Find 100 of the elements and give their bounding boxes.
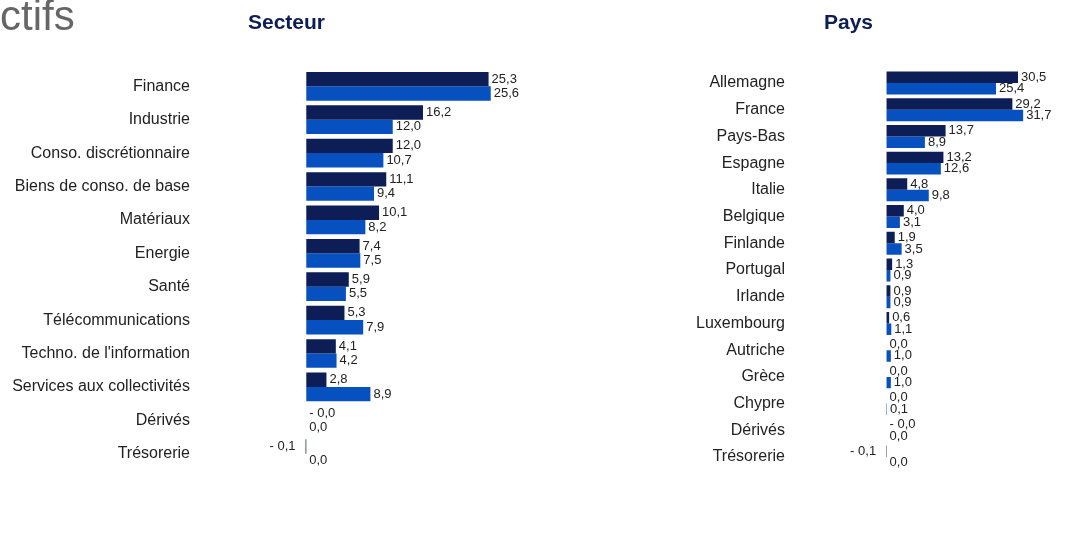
y-tick-label: Biens de conso. de base <box>14 176 191 194</box>
bar <box>886 178 908 190</box>
y-tick-label: Finlande <box>723 233 786 251</box>
bar <box>886 136 925 148</box>
bar <box>306 105 424 120</box>
data-label: 0,0 <box>889 362 908 378</box>
bar <box>886 350 891 362</box>
data-label: 0,0 <box>889 454 908 470</box>
data-label: 8,9 <box>373 385 392 401</box>
bar <box>306 372 327 387</box>
y-tick-label: Portugal <box>725 260 785 278</box>
chart-title: Secteur <box>248 10 326 34</box>
data-label: - 0,0 <box>889 416 916 432</box>
bar <box>306 71 489 87</box>
bar <box>306 186 375 201</box>
y-tick-label: Finance <box>133 76 191 94</box>
bar <box>306 305 345 321</box>
y-tick-label: Luxembourg <box>696 313 785 331</box>
data-label: 5,3 <box>347 304 366 320</box>
bar <box>306 219 366 235</box>
bar <box>306 353 337 368</box>
y-tick-label: Trésorerie <box>712 447 786 465</box>
bar <box>306 119 393 135</box>
data-label: 5,9 <box>351 271 370 287</box>
bar <box>886 124 946 137</box>
y-tick-label: Allemagne <box>709 73 786 91</box>
data-label: 7,9 <box>366 318 385 334</box>
data-label: 13,2 <box>946 148 972 164</box>
y-tick-label: Matériaux <box>119 210 190 228</box>
data-label: 0,0 <box>309 452 328 468</box>
bar <box>886 231 895 244</box>
bar <box>306 153 384 168</box>
data-label: 0,0 <box>889 335 908 351</box>
data-label: 25,3 <box>491 70 517 86</box>
data-label: - 0,1 <box>269 438 296 454</box>
data-label: 12,0 <box>395 137 422 153</box>
bar <box>886 163 941 175</box>
data-label: 12,0 <box>395 118 422 134</box>
y-tick-label: Santé <box>148 277 191 295</box>
data-label: - 0,1 <box>850 442 877 458</box>
y-tick-label: Energie <box>134 243 191 261</box>
y-tick-label: Espagne <box>721 153 786 171</box>
data-label: 8,2 <box>368 218 387 234</box>
y-tick-label: Conso. discrétionnaire <box>30 143 191 161</box>
y-tick-label: Industrie <box>128 110 191 128</box>
bar <box>306 86 491 101</box>
data-label: 1,3 <box>895 255 914 271</box>
data-label: - 0,0 <box>309 404 336 420</box>
bar <box>306 172 387 187</box>
data-label: 10,7 <box>386 151 412 167</box>
y-tick-label: Pays-Bas <box>716 126 785 144</box>
data-label: 2,8 <box>329 371 348 387</box>
data-label: 7,4 <box>362 237 381 253</box>
bar <box>306 339 336 354</box>
data-label: 4,2 <box>339 352 358 368</box>
text: ctifs <box>0 0 75 40</box>
bar <box>306 238 360 254</box>
bar <box>886 243 902 255</box>
data-label: 0,0 <box>309 419 328 435</box>
data-label: 7,5 <box>363 252 382 268</box>
bar <box>886 216 900 229</box>
data-label: 5,5 <box>348 285 367 301</box>
bar <box>886 98 1013 110</box>
y-tick-label: Italie <box>751 180 786 198</box>
bar <box>306 320 364 335</box>
data-label: 11,1 <box>389 170 414 186</box>
y-tick-label: Télécommunications <box>43 310 190 328</box>
bar <box>886 151 944 164</box>
data-label: 9,4 <box>377 185 396 201</box>
data-label: 4,8 <box>910 175 929 191</box>
bar <box>886 205 904 217</box>
y-tick-label: Autriche <box>726 340 786 358</box>
y-tick-label: Belgique <box>722 206 786 224</box>
bar <box>306 205 380 220</box>
y-tick-label: Dérivés <box>135 410 190 428</box>
y-tick-label: Grèce <box>741 367 786 385</box>
bar <box>886 109 1024 122</box>
bar <box>886 189 929 202</box>
data-label: 13,7 <box>948 122 974 138</box>
data-label: 16,2 <box>426 104 452 120</box>
bar <box>306 272 349 287</box>
bar <box>306 386 371 402</box>
bar <box>306 286 346 302</box>
data-label: 4,1 <box>338 337 357 353</box>
y-tick-label: Irlande <box>736 287 786 305</box>
bar <box>886 82 996 95</box>
data-label: 9,8 <box>931 187 950 203</box>
data-label: 1,9 <box>897 229 916 245</box>
y-tick-label: Techno. de l'information <box>21 343 190 361</box>
data-label: 10,1 <box>382 204 408 220</box>
y-tick-label: France <box>735 100 786 118</box>
y-tick-label: Services aux collectivités <box>12 377 190 395</box>
bar <box>886 71 1018 83</box>
chart-title: Pays <box>824 10 874 34</box>
bar <box>306 253 361 268</box>
data-label: 8,9 <box>927 133 946 149</box>
data-label: 25,6 <box>493 85 520 101</box>
y-tick-label: Chypre <box>733 394 786 412</box>
bar <box>306 138 393 154</box>
y-tick-label: Trésorerie <box>117 444 191 462</box>
